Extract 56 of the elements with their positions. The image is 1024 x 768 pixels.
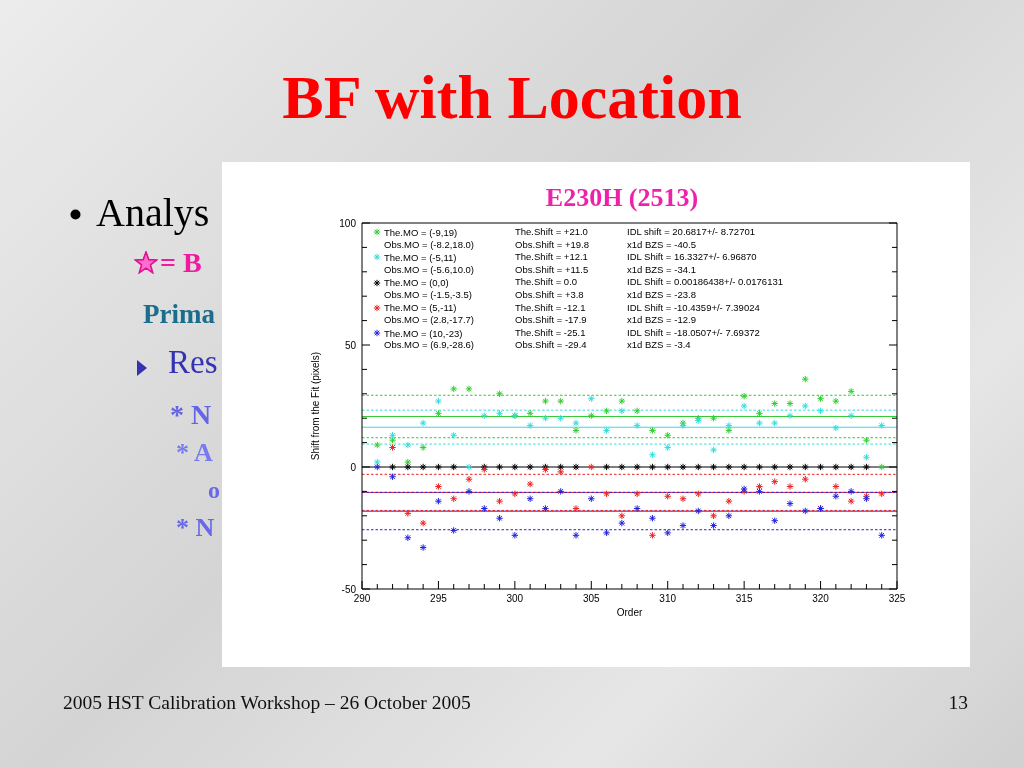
- annotation: Obs.MO = (-5.6,10.0): [384, 263, 475, 277]
- annotation: Obs.Shift = -29.4: [515, 339, 587, 352]
- y-axis-title: Shift from the Fit (pixels): [309, 351, 321, 461]
- x-tick-label: 315: [735, 593, 753, 604]
- annotation: x1d BZS = -12.9: [627, 314, 696, 327]
- x-axis-title: Order: [616, 607, 643, 619]
- text: * A: [176, 438, 213, 468]
- annotation: The.Shift = 0.0: [515, 276, 578, 289]
- y-tick-label: -50: [341, 583, 357, 595]
- annotation: Obs.MO = (-8.2,18.0): [384, 238, 475, 252]
- annotation: Obs.MO = (2.8,-17.7): [384, 314, 475, 327]
- legend-label: The.MO = (-5,11): [384, 251, 457, 263]
- legend-label: The.MO = (10,-23): [384, 327, 463, 339]
- annotation: IDL Shift = 0.00186438+/- 0.0176131: [627, 276, 783, 289]
- annotation: The.Shift = +12.1: [515, 251, 588, 264]
- text: o: [208, 477, 220, 505]
- annotation: x1d BZS = -3.4: [627, 339, 691, 352]
- legend-label: The.MO = (0,0): [384, 277, 449, 289]
- x-tick-label: 290: [353, 593, 371, 604]
- text: * N: [176, 513, 215, 543]
- annotation: IDL shift = 20.6817+/- 8.72701: [627, 226, 755, 239]
- annotation: Obs.Shift = +3.8: [515, 289, 584, 302]
- text: Res: [168, 344, 218, 382]
- y-tick-label: 50: [344, 339, 357, 351]
- annotation: x1d BZS = -23.8: [627, 289, 696, 302]
- annotation: The.Shift = -12.1: [515, 301, 586, 315]
- annotation: Obs.Shift = +11.5: [515, 263, 589, 277]
- text: 13: [948, 692, 968, 715]
- annotation: The.Shift = -25.1: [515, 326, 586, 340]
- annotation: Obs.MO = (6.9,-28.6): [384, 339, 475, 352]
- legend-label: The.MO = (5,-11): [384, 302, 457, 314]
- x-tick-label: 310: [659, 593, 677, 604]
- x-tick-label: 295: [430, 593, 448, 604]
- x-tick-label: 305: [582, 593, 601, 604]
- text: 2005 HST Calibration Workshop – 26 October 2005: [63, 692, 471, 715]
- x-tick-label: 325: [888, 593, 906, 604]
- chart-subtitle: E230H (2513): [544, 183, 700, 213]
- text: Prima: [143, 299, 215, 331]
- legend-label: The.MO = (-9,19): [384, 226, 458, 238]
- x-tick-label: 300: [506, 593, 524, 604]
- text: = B: [160, 247, 202, 280]
- chart-title: BF with Location: [281, 62, 743, 132]
- text: Analys: [96, 190, 210, 236]
- annotation: IDL Shift = 16.3327+/- 6.96870: [627, 251, 757, 264]
- annotation: Obs.Shift = -17.9: [515, 314, 587, 327]
- annotation: IDL Shift = -18.0507+/- 7.69372: [627, 326, 760, 340]
- x-tick-label: 320: [812, 593, 830, 604]
- annotation: x1d BZS = -34.1: [627, 263, 696, 277]
- annotation: Obs.MO = (-1.5,-3.5): [384, 289, 472, 302]
- annotation: The.Shift = +21.0: [515, 226, 588, 239]
- y-tick-label: 100: [339, 217, 357, 229]
- annotation: IDL Shift = -10.4359+/- 7.39024: [627, 301, 760, 315]
- annotation: Obs.Shift = +19.8: [515, 238, 589, 252]
- y-tick-label: 0: [350, 461, 357, 473]
- text: * N: [170, 399, 212, 432]
- annotation: x1d BZS = -40.5: [627, 238, 696, 252]
